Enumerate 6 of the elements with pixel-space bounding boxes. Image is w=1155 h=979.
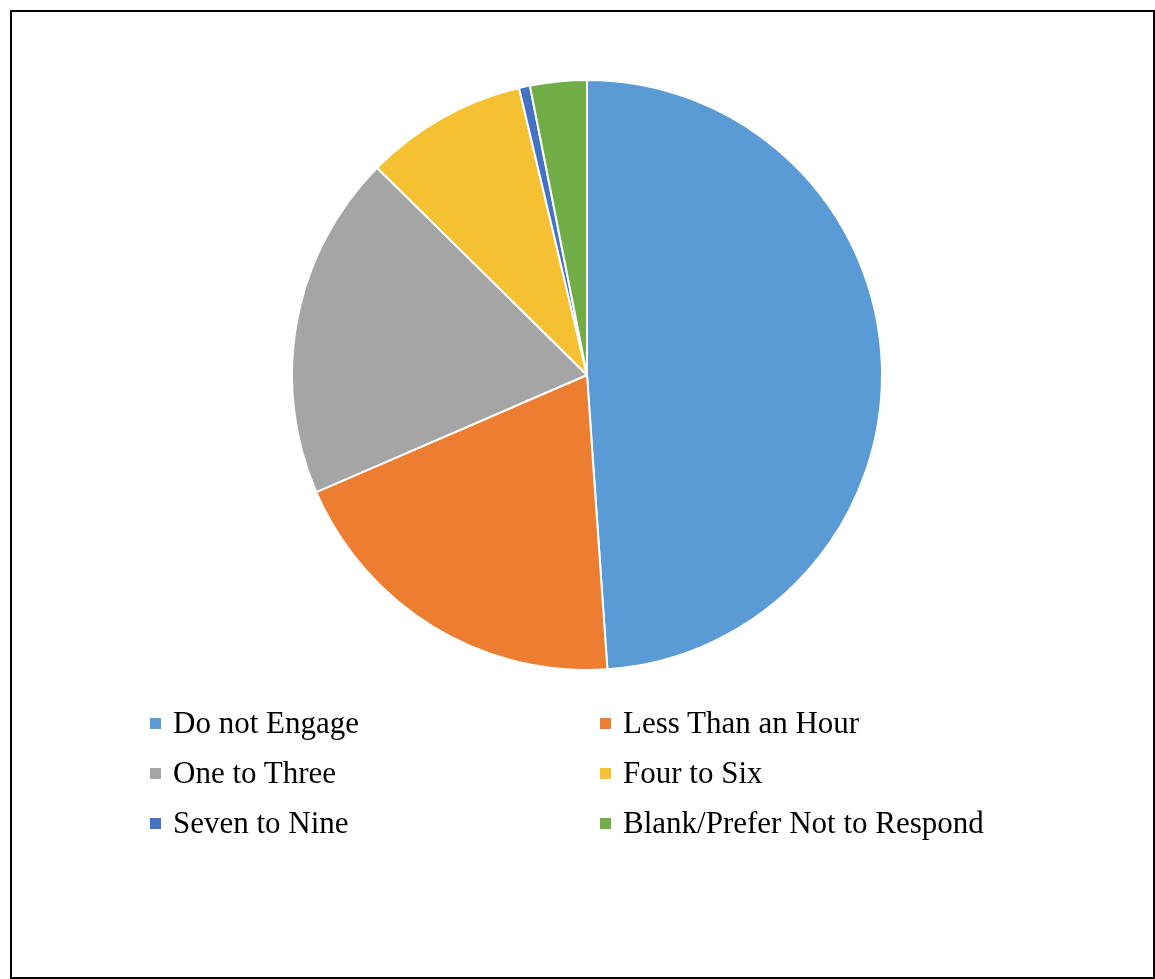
- legend-label: One to Three: [173, 755, 336, 791]
- legend-label: Do not Engage: [173, 705, 359, 741]
- legend-label: Less Than an Hour: [623, 705, 860, 741]
- legend-label: Seven to Nine: [173, 805, 349, 841]
- legend-label: Four to Six: [623, 755, 763, 791]
- legend-label: Blank/Prefer Not to Respond: [623, 805, 984, 841]
